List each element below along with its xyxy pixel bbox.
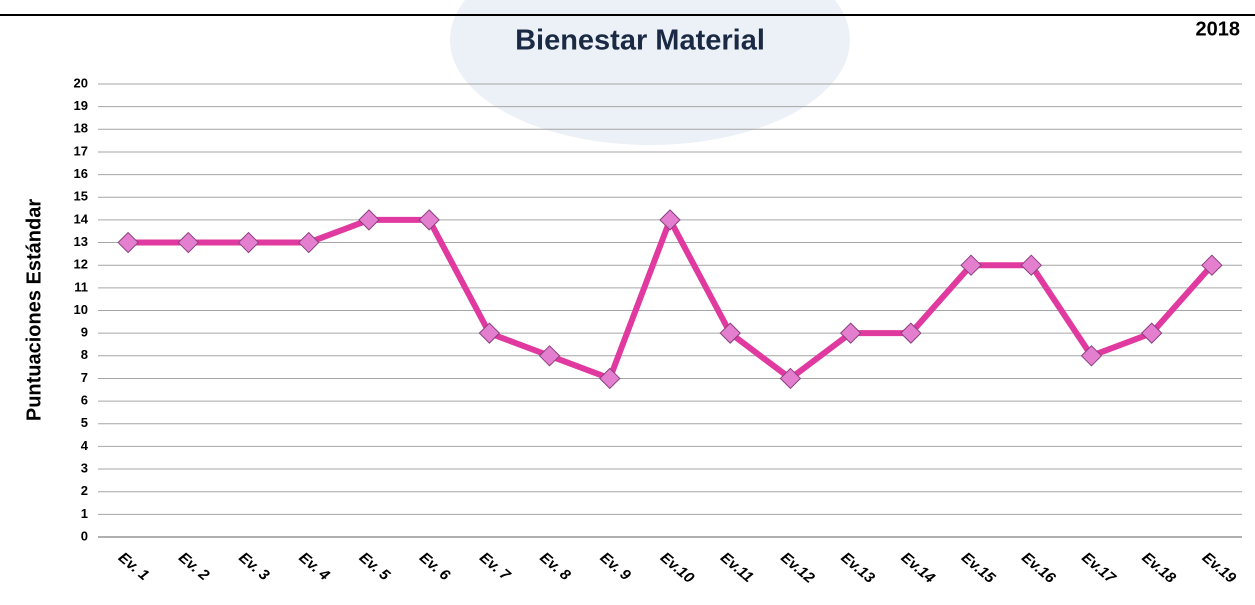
marker: [779, 367, 802, 390]
y-tick-label: 5: [81, 415, 88, 430]
marker: [358, 209, 380, 231]
x-tick-label: Ev. 4: [296, 549, 334, 584]
x-tick-label: Ev.19: [1199, 549, 1240, 587]
marker: [177, 231, 200, 254]
marker: [1080, 345, 1103, 367]
marker: [298, 231, 320, 254]
x-tick-label: Ev.18: [1139, 549, 1180, 587]
y-tick-label: 11: [74, 279, 88, 294]
marker: [237, 231, 260, 254]
marker: [478, 322, 501, 344]
x-tick-label: Ev. 9: [597, 549, 635, 584]
x-tick-label: Ev.10: [657, 549, 698, 587]
y-tick-label: 17: [74, 143, 88, 158]
marker: [1140, 322, 1163, 344]
y-tick-label: 10: [74, 302, 88, 317]
line: [128, 216, 1215, 382]
chart-subtitle: 2018: [1196, 18, 1241, 40]
x-tick-label: Ev. 3: [235, 549, 273, 584]
watermark: [450, 0, 850, 145]
marker: [1201, 254, 1223, 276]
x-tick-label: Ev. 1: [115, 549, 152, 584]
marker: [418, 209, 440, 231]
marker: [538, 345, 561, 367]
chart-title: Bienestar Material: [515, 25, 765, 57]
x-tick-label: Ev.16: [1018, 549, 1059, 587]
marker: [1020, 254, 1042, 276]
x-tick-label: Ev. 2: [175, 549, 213, 584]
y-axis-label: Puntuaciones Estándar: [23, 199, 45, 421]
y-tick-label: 8: [81, 347, 88, 362]
y-tick-label: 6: [81, 393, 88, 408]
marker: [900, 322, 922, 344]
marker: [839, 322, 862, 344]
y-tick-label: 15: [74, 189, 88, 204]
x-tick-label: Ev.13: [838, 549, 879, 587]
y-tick-label: 16: [74, 166, 88, 181]
y-tick-label: 9: [81, 325, 88, 340]
y-tick-label: 0: [81, 528, 88, 543]
marker: [960, 254, 982, 276]
y-tick-label: 3: [81, 460, 88, 475]
x-tick-label: Ev.14: [898, 549, 939, 587]
marker: [659, 209, 681, 231]
y-tick-label: 12: [74, 257, 88, 272]
x-tick-label: Ev. 7: [476, 549, 514, 584]
x-tick-label: Ev. 6: [416, 549, 454, 584]
x-tick-label: Ev.11: [717, 549, 756, 586]
marker: [599, 367, 621, 390]
marker: [117, 231, 139, 254]
x-tick-label: Ev. 5: [356, 549, 394, 584]
y-tick-label: 14: [74, 211, 89, 226]
y-tick-label: 1: [81, 506, 88, 521]
y-tick-label: 19: [74, 98, 88, 113]
y-tick-label: 7: [81, 370, 88, 385]
x-tick-label: Ev.15: [958, 549, 999, 587]
x-tick-label: Ev.17: [1078, 549, 1119, 587]
y-tick-label: 20: [74, 75, 88, 90]
marker: [719, 322, 741, 344]
x-tick-label: Ev. 8: [536, 549, 574, 584]
x-tick-label: Ev.12: [777, 549, 818, 587]
y-tick-label: 18: [74, 121, 88, 136]
y-tick-label: 2: [81, 483, 88, 498]
y-tick-label: 13: [74, 234, 88, 249]
y-tick-label: 4: [81, 438, 89, 453]
